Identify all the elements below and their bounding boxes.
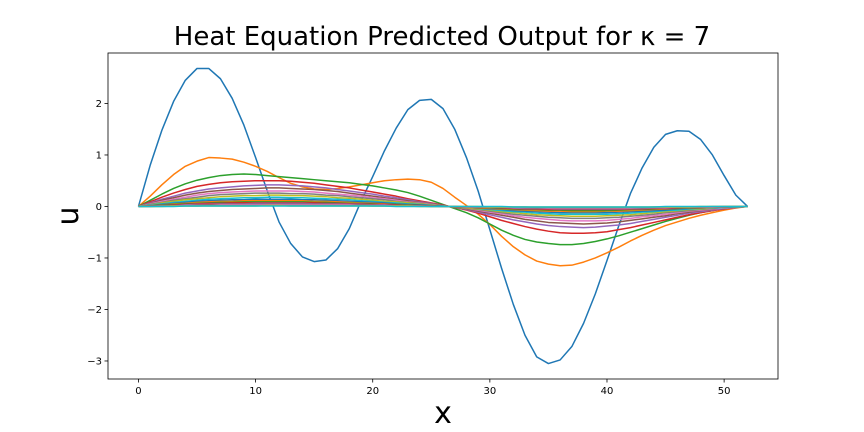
x-tick-label: 20 — [366, 386, 379, 397]
y-tick-label: −1 — [87, 253, 102, 264]
series-line-2 — [137, 156, 748, 267]
x-tick-label: 0 — [135, 386, 141, 397]
y-tick-label: −2 — [87, 305, 102, 316]
x-tick-label: 40 — [601, 386, 614, 397]
series-line-20 — [138, 205, 748, 208]
y-tick-label: 0 — [96, 202, 102, 213]
y-axis-ticks: −3 −2 −1 0 1 2 — [87, 99, 108, 367]
y-tick-label: 1 — [96, 150, 102, 161]
plot-frame — [107, 52, 779, 380]
x-axis-ticks: 0 10 20 30 40 50 — [135, 379, 730, 397]
x-tick-label: 10 — [249, 386, 262, 397]
y-axis-label: u — [51, 206, 86, 225]
y-tick-label: −3 — [87, 356, 102, 367]
chart-title: Heat Equation Predicted Output for κ = 7 — [174, 22, 710, 52]
series-layer — [137, 67, 749, 365]
y-tick-label: 2 — [96, 99, 102, 110]
x-tick-label: 50 — [718, 386, 731, 397]
x-axis-label: x — [434, 396, 452, 431]
x-tick-label: 30 — [483, 386, 496, 397]
series-line-1 — [137, 67, 749, 365]
